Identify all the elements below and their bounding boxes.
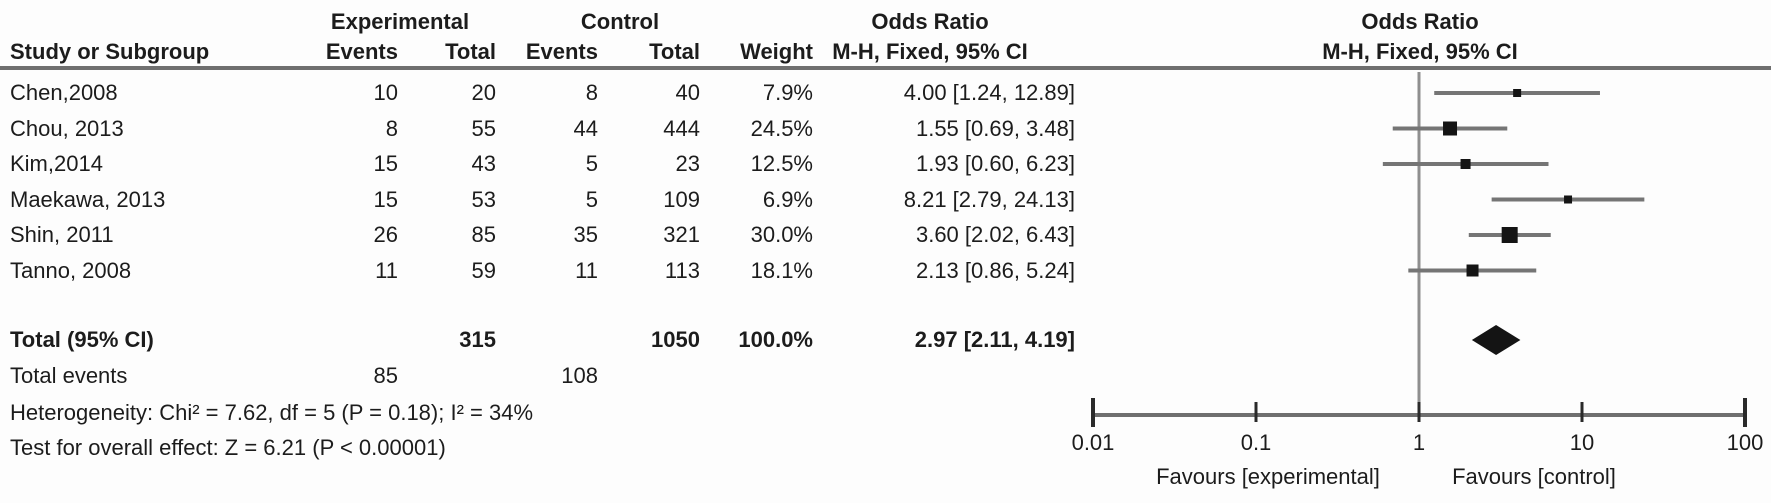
control-group-header: Control (580, 9, 660, 34)
experimental-events-value: 15 (373, 151, 398, 176)
weight-total: 100.0% (738, 327, 813, 352)
experimental-events-value: 8 (385, 115, 398, 141)
header-rule (0, 66, 1771, 70)
experimental-total-value: 20 (471, 80, 496, 105)
study-row: Kim,2014 15 43 5 23 12.5% 1.93 [0.60, 6.23] (0, 146, 1100, 182)
total-events-label: Total events (10, 363, 128, 388)
summary-diamond (1471, 325, 1521, 355)
weight-column-header: Weight (740, 39, 813, 64)
axis-tick-label: 100 (1727, 430, 1764, 455)
favours-control-label: Favours [control] (1452, 464, 1616, 489)
control-total-value: 321 (663, 222, 700, 247)
study-row: Shin, 2011 26 85 35 321 30.0% 3.60 [2.02, 6.43… (0, 217, 1100, 253)
odds-ratio-plot-header: Odds Ratio (1361, 9, 1479, 34)
mh-fixed-ci-column-header: M-H, Fixed, 95% CI (832, 39, 1028, 64)
study-name: Chou, 2013 (10, 115, 124, 141)
experimental-total-header: Total (445, 39, 496, 64)
weight-value: 12.5% (750, 151, 813, 176)
control-total-value: 444 (663, 115, 700, 141)
control-events-value: 5 (585, 151, 598, 176)
experimental-events-value: 11 (375, 257, 398, 283)
control-events-value: 5 (585, 186, 598, 212)
overall-effect-stats: Test for overall effect: Z = 6.21 (P < 0… (10, 435, 446, 460)
odds-ratio-ci-value: 1.55 [0.69, 3.48] (915, 115, 1075, 141)
experimental-total-value: 59 (471, 257, 496, 283)
control-events-value: 8 (585, 80, 598, 105)
weight-value: 24.5% (750, 115, 813, 141)
experimental-events-value: 15 (373, 186, 398, 212)
axis-tick-label: 0.01 (1072, 430, 1115, 455)
effect-square (1564, 195, 1573, 204)
total-label: Total (95% CI) (10, 327, 154, 352)
experimental-total-sum: 315 (459, 327, 496, 352)
odds-ratio-ci-value: 8.21 [2.79, 24.13] (903, 186, 1075, 212)
weight-value: 30.0% (750, 222, 813, 247)
study-name: Shin, 2011 (10, 222, 114, 247)
control-events-value: 11 (575, 257, 598, 283)
heterogeneity-stats: Heterogeneity: Chi² = 7.62, df = 5 (P = … (10, 400, 534, 425)
control-events-value: 35 (573, 222, 598, 247)
effect-square (1466, 264, 1479, 277)
control-total-value: 113 (664, 257, 700, 283)
weight-value: 6.9% (762, 186, 813, 212)
control-events-header: Events (525, 39, 598, 64)
axis-tick-label: 10 (1570, 430, 1594, 455)
study-name: Maekawa, 2013 (10, 186, 166, 212)
experimental-group-header: Experimental (330, 9, 470, 34)
effect-square (1501, 227, 1518, 243)
odds-ratio-ci-value: 2.13 [0.86, 5.24] (915, 257, 1075, 283)
control-total-sum: 1050 (651, 327, 700, 352)
odds-ratio-column-header: Odds Ratio (871, 9, 989, 34)
effect-square (1460, 159, 1471, 169)
study-row: Chou, 2013 8 55 44 444 24.5% 1.55 [0.69, 3.48] (0, 111, 1100, 147)
total-row: Total (95% CI) 315 1050 100.0% 2.97 [2.11, 4… (0, 322, 1100, 358)
odds-ratio-ci-value: 3.60 [2.02, 6.43] (915, 222, 1075, 247)
experimental-total-value: 85 (471, 222, 496, 247)
effect-square (1513, 89, 1522, 97)
total-events-row: Total events 85 108 (0, 358, 1100, 394)
favours-experimental-label: Favours [experimental] (1156, 464, 1380, 489)
weight-value: 18.1% (750, 257, 813, 283)
study-row: Maekawa, 2013 15 53 5 109 6.9% 8.21 [2.79, 24.… (0, 182, 1100, 218)
control-events-sum: 108 (561, 363, 598, 388)
control-total-value: 109 (663, 186, 700, 212)
control-total-value: 23 (675, 151, 700, 176)
study-column-header: Study or Subgroup (10, 39, 210, 64)
experimental-total-value: 55 (471, 115, 496, 141)
odds-ratio-ci-value: 1.93 [0.60, 6.23] (915, 151, 1075, 176)
experimental-events-header: Events (325, 39, 398, 64)
control-total-header: Total (649, 39, 700, 64)
study-row: Chen,2008 10 20 8 40 7.9% 4.00 [1.24, 12.89] (0, 75, 1100, 111)
effect-square (1443, 121, 1458, 136)
study-row: Tanno, 2008 11 59 11 113 18.1% 2.13 [0.86, 5.2… (0, 253, 1100, 289)
weight-value: 7.9% (762, 80, 813, 105)
study-name: Tanno, 2008 (10, 257, 132, 283)
experimental-total-value: 53 (471, 186, 496, 212)
experimental-events-value: 26 (373, 222, 398, 247)
control-total-value: 40 (675, 80, 700, 105)
mh-fixed-ci-plot-header: M-H, Fixed, 95% CI (1322, 39, 1518, 64)
control-events-value: 44 (573, 115, 598, 141)
experimental-events-value: 10 (373, 80, 398, 105)
odds-ratio-ci-value: 4.00 [1.24, 12.89] (903, 80, 1075, 105)
experimental-events-sum: 85 (373, 363, 398, 388)
axis-tick-label: 0.1 (1241, 430, 1272, 455)
axis-tick-label: 1 (1413, 430, 1425, 455)
odds-ratio-ci-total: 2.97 [2.11, 4.19] (914, 327, 1075, 352)
experimental-total-value: 43 (471, 151, 496, 176)
study-name: Chen,2008 (10, 80, 118, 105)
study-name: Kim,2014 (10, 151, 103, 176)
